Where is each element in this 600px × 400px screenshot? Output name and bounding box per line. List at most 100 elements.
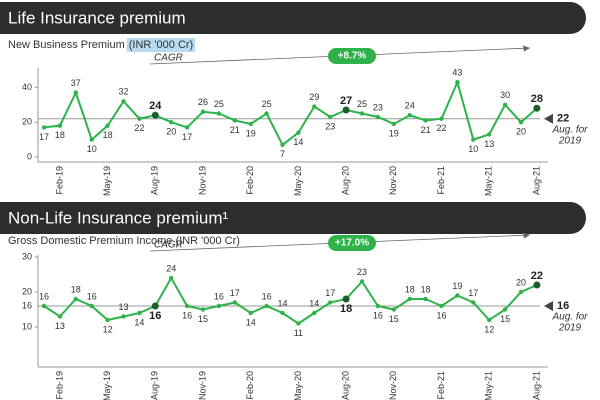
x-tick-label: Nov-19: [197, 166, 207, 195]
x-tick-label: Aug-19: [150, 371, 160, 400]
data-label: 23: [325, 121, 335, 131]
x-tick-label: Nov-20: [388, 166, 398, 195]
x-tick-label: Aug-20: [340, 371, 350, 400]
data-point: [502, 307, 508, 312]
x-tick-label: May-19: [102, 166, 112, 196]
unit-highlight: [126, 38, 196, 52]
data-point: [216, 303, 222, 309]
data-label: 18: [340, 303, 352, 315]
data-label: 20: [166, 127, 176, 137]
cagr-value: +8.7%: [338, 51, 367, 62]
data-point: [455, 293, 460, 298]
data-label: 16: [262, 291, 272, 301]
reference-note: Aug. for: [551, 124, 588, 135]
data-label: 17: [325, 288, 335, 298]
data-point: [342, 106, 350, 114]
data-point: [280, 310, 285, 316]
subtitle: New Business Premium: [8, 39, 125, 51]
unit: (INR '000 Cr): [129, 39, 193, 51]
data-point: [375, 303, 381, 309]
data-point: [184, 125, 190, 130]
subtitle: Gross Domestic Premium Income (INR '000 …: [8, 235, 240, 247]
data-label: 16: [87, 291, 97, 301]
data-label: 18: [421, 284, 431, 294]
data-label: 43: [452, 68, 462, 78]
data-point: [137, 310, 142, 316]
data-point: [518, 289, 524, 295]
data-label: 25: [357, 99, 367, 109]
section-header: [0, 2, 586, 34]
data-point: [121, 314, 126, 319]
section-title: Life Insurance premium: [8, 8, 186, 27]
data-label: 13: [118, 302, 128, 312]
x-tick-label: Feb-20: [245, 371, 255, 400]
y-tick-label: 10: [22, 321, 32, 331]
data-label: 17: [39, 132, 49, 142]
data-point: [137, 116, 142, 121]
data-label: 28: [531, 93, 543, 105]
data-point: [296, 321, 301, 326]
data-point: [487, 317, 492, 323]
x-tick-label: Nov-19: [197, 371, 207, 400]
data-point: [216, 111, 222, 116]
data-point: [89, 137, 94, 142]
data-label: 37: [71, 78, 81, 88]
section-title: Non-Life Insurance premium¹: [8, 208, 228, 227]
data-label: 25: [262, 99, 272, 109]
x-tick-label: Aug-21: [531, 166, 541, 195]
data-point: [342, 295, 350, 303]
data-label: 32: [118, 87, 128, 97]
data-label: 16: [436, 310, 446, 320]
data-label: 30: [500, 90, 510, 100]
data-label: 16: [149, 310, 161, 322]
data-label: 16: [214, 291, 224, 301]
data-label: 17: [230, 288, 240, 298]
y-tick-label: 20: [22, 117, 32, 127]
data-label: 16: [39, 291, 49, 301]
series-line: [43, 79, 538, 147]
data-point: [518, 120, 524, 125]
data-point: [423, 296, 428, 302]
cagr-value: +17.0%: [335, 238, 369, 249]
data-label: 19: [452, 281, 462, 291]
data-point: [391, 307, 396, 312]
x-tick-label: May-19: [102, 371, 112, 400]
data-point: [502, 102, 508, 108]
data-label: 13: [484, 139, 494, 149]
data-point: [296, 130, 301, 135]
x-tick-label: Aug-21: [531, 371, 541, 400]
data-label: 16: [373, 310, 383, 320]
data-point: [407, 296, 412, 302]
data-label: 18: [55, 130, 65, 140]
data-label: 24: [166, 263, 176, 273]
data-point: [423, 118, 428, 123]
data-label: 18: [103, 130, 113, 140]
data-label: 22: [134, 123, 144, 133]
data-point: [169, 120, 174, 125]
x-tick-label: May-20: [293, 166, 303, 196]
x-tick-label: Feb-20: [245, 166, 255, 195]
data-point: [391, 121, 396, 127]
x-tick-label: Feb-19: [54, 166, 64, 195]
section-header: [0, 202, 586, 234]
x-tick-label: Feb-21: [436, 166, 446, 195]
data-label: 14: [277, 298, 287, 308]
data-label: 23: [373, 102, 383, 112]
data-point: [105, 123, 110, 128]
data-label: 21: [230, 125, 240, 135]
data-point: [375, 114, 381, 120]
data-point: [57, 314, 63, 319]
data-label: 29: [309, 92, 319, 102]
cagr-pill: [328, 48, 376, 64]
data-point: [264, 111, 269, 116]
data-point: [41, 125, 47, 130]
data-label: 14: [134, 317, 144, 327]
series-line: [43, 275, 538, 325]
data-label: 18: [71, 284, 81, 294]
data-label: 11: [294, 328, 303, 338]
data-label: 26: [198, 97, 208, 107]
reference-arrow: [544, 301, 553, 311]
cagr-pill: [328, 235, 376, 251]
data-point: [232, 300, 237, 305]
data-point: [312, 104, 317, 109]
